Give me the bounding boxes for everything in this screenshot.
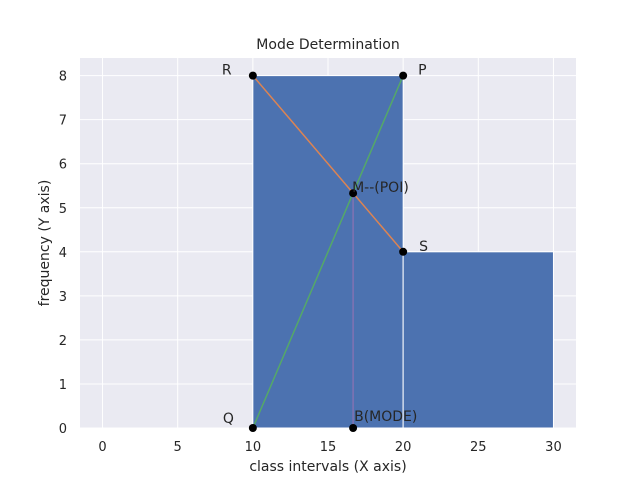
y-tick-label: 8 bbox=[59, 70, 67, 85]
y-tick-label: 4 bbox=[59, 246, 67, 261]
x-tick-label: 0 bbox=[98, 440, 106, 455]
data-point bbox=[349, 424, 358, 432]
x-tick-label: 15 bbox=[320, 440, 337, 455]
point-label: P bbox=[418, 63, 426, 79]
y-tick-label: 3 bbox=[59, 290, 67, 305]
x-tick-label: 20 bbox=[395, 440, 412, 455]
x-tick-label: 25 bbox=[470, 440, 487, 455]
point-label: R bbox=[222, 63, 232, 79]
x-axis-label: class intervals (X axis) bbox=[249, 459, 406, 475]
histogram-bar bbox=[402, 251, 554, 429]
y-tick-label: 0 bbox=[59, 422, 67, 437]
y-tick-label: 5 bbox=[59, 202, 67, 217]
y-tick-label: 1 bbox=[59, 378, 67, 393]
point-label: M--(POI) bbox=[352, 180, 409, 196]
x-tick-label: 5 bbox=[174, 440, 182, 455]
y-tick-label: 7 bbox=[59, 114, 67, 129]
y-axis-label: frequency (Y axis) bbox=[37, 180, 53, 307]
x-tick-label: 10 bbox=[245, 440, 262, 455]
construction-lines bbox=[252, 75, 404, 429]
construction-line bbox=[252, 75, 404, 429]
chart-title: Mode Determination bbox=[256, 37, 399, 53]
x-tick-labels: 0 5 10 15 20 25 30 bbox=[98, 440, 561, 455]
x-tick-label: 30 bbox=[545, 440, 562, 455]
construction-line bbox=[252, 75, 404, 253]
y-tick-label: 2 bbox=[59, 334, 67, 349]
point-label: S bbox=[419, 239, 428, 255]
data-point bbox=[399, 247, 408, 256]
data-point bbox=[248, 71, 257, 80]
y-tick-label: 6 bbox=[59, 158, 67, 173]
y-tick-labels: 0 1 2 3 4 5 6 7 8 bbox=[59, 70, 67, 437]
data-point bbox=[349, 189, 358, 198]
point-label: B(MODE) bbox=[354, 409, 417, 425]
data-point bbox=[399, 71, 408, 80]
point-label: Q bbox=[223, 411, 234, 427]
points: R P S Q M--(POI) B(MODE) bbox=[222, 63, 428, 432]
data-point bbox=[248, 424, 257, 432]
